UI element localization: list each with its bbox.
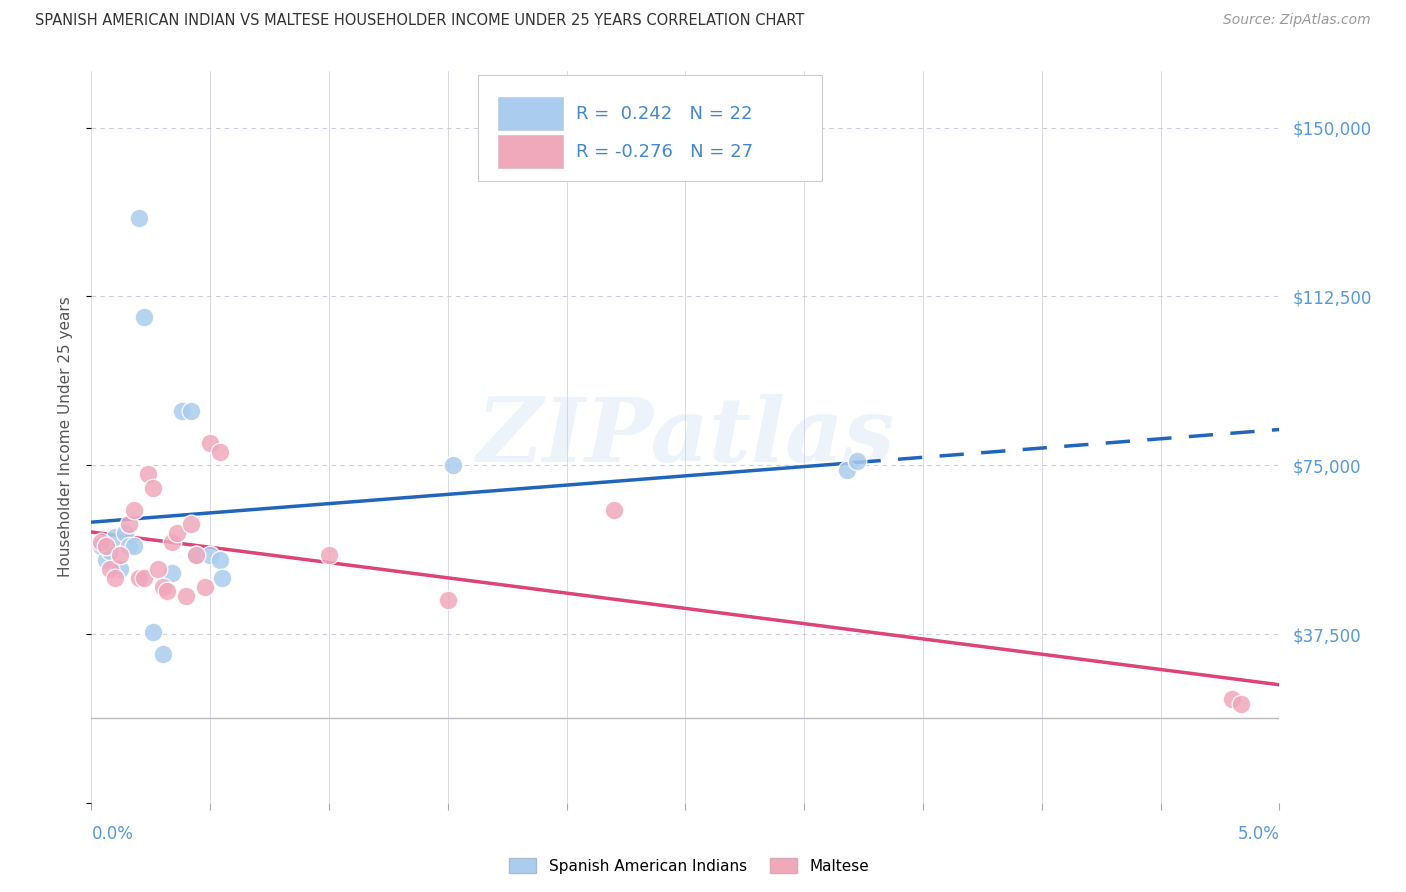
Bar	[498, 136, 562, 169]
Point	[118, 539, 141, 553]
Point	[142, 481, 165, 495]
Text: ZIPatlas: ZIPatlas	[477, 394, 894, 480]
Point	[104, 530, 127, 544]
Point	[160, 566, 183, 581]
Point	[146, 562, 169, 576]
Point	[176, 589, 198, 603]
Point	[142, 624, 165, 639]
Y-axis label: Householder Income Under 25 years: Householder Income Under 25 years	[58, 297, 73, 577]
Point	[104, 571, 127, 585]
Text: 0.0%: 0.0%	[91, 825, 134, 843]
Point	[200, 435, 222, 450]
Text: SPANISH AMERICAN INDIAN VS MALTESE HOUSEHOLDER INCOME UNDER 25 YEARS CORRELATION: SPANISH AMERICAN INDIAN VS MALTESE HOUSE…	[35, 13, 804, 29]
Point	[152, 580, 174, 594]
Text: 5.0%: 5.0%	[1237, 825, 1279, 843]
Point	[132, 571, 155, 585]
Point	[94, 553, 117, 567]
Point	[211, 571, 233, 585]
Point	[118, 516, 141, 531]
Legend: Spanish American Indians, Maltese: Spanish American Indians, Maltese	[503, 852, 875, 880]
Point	[132, 310, 155, 324]
Point	[436, 593, 458, 607]
Text: R = -0.276   N = 27: R = -0.276 N = 27	[576, 143, 754, 161]
Point	[94, 539, 117, 553]
Text: R =  0.242   N = 22: R = 0.242 N = 22	[576, 104, 752, 123]
Bar	[498, 97, 562, 130]
Point	[835, 463, 858, 477]
Point	[160, 534, 183, 549]
Point	[184, 548, 207, 562]
Point	[180, 404, 202, 418]
FancyBboxPatch shape	[478, 75, 823, 181]
Point	[128, 211, 150, 225]
Point	[441, 458, 464, 473]
Point	[108, 562, 131, 576]
Point	[845, 453, 868, 467]
Point	[318, 548, 340, 562]
Point	[138, 467, 160, 482]
Point	[166, 525, 188, 540]
Point	[200, 548, 222, 562]
Point	[152, 647, 174, 661]
Point	[122, 503, 145, 517]
Point	[1220, 692, 1243, 706]
Point	[208, 444, 231, 458]
Point	[208, 553, 231, 567]
Point	[170, 404, 193, 418]
Point	[90, 534, 112, 549]
Point	[100, 543, 122, 558]
Point	[156, 584, 179, 599]
Point	[128, 571, 150, 585]
Point	[1230, 697, 1253, 711]
Point	[603, 503, 626, 517]
Point	[108, 548, 131, 562]
Point	[90, 539, 112, 553]
Point	[122, 539, 145, 553]
Point	[194, 580, 217, 594]
Point	[184, 548, 207, 562]
Text: Source: ZipAtlas.com: Source: ZipAtlas.com	[1223, 13, 1371, 28]
Point	[114, 525, 136, 540]
Point	[180, 516, 202, 531]
Point	[100, 562, 122, 576]
